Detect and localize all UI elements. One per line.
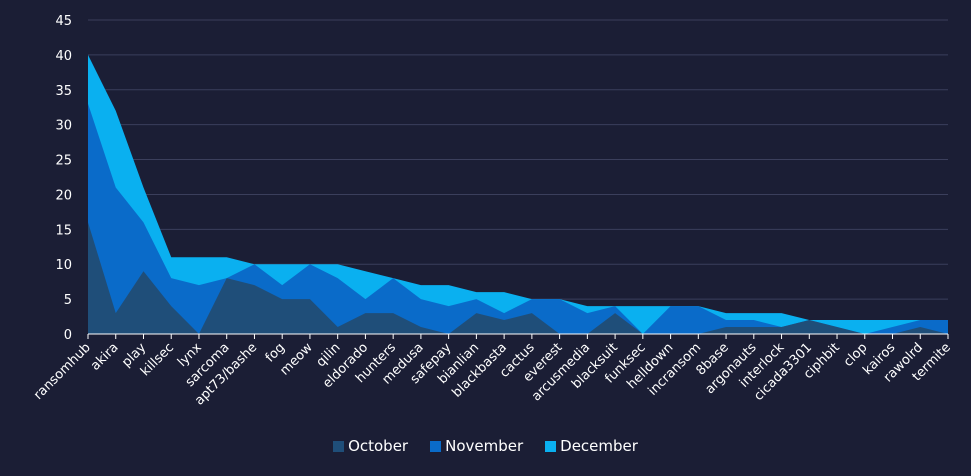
x-tick-label: ransomhub (31, 340, 94, 403)
y-tick-label: 35 (55, 84, 72, 99)
legend-item-november[interactable]: November (430, 437, 523, 455)
area-december[interactable] (88, 54, 948, 334)
y-tick-label: 25 (55, 154, 72, 169)
y-tick-label: 40 (55, 49, 72, 64)
legend-item-october[interactable]: October (333, 437, 408, 455)
area-november[interactable] (88, 103, 948, 334)
y-tick-label: 0 (64, 328, 72, 343)
legend-swatch-october (333, 440, 345, 452)
y-tick-label: 10 (55, 258, 72, 273)
y-tick-label: 15 (55, 223, 72, 238)
legend-label-december: December (560, 437, 638, 455)
y-tick-label: 20 (55, 188, 72, 203)
legend-label-november: November (445, 437, 524, 455)
legend-item-december[interactable]: December (545, 437, 638, 455)
legend-swatch-december (545, 440, 557, 452)
y-tick-label: 5 (64, 293, 72, 308)
legend-label-october: October (348, 437, 409, 455)
y-tick-label: 45 (55, 14, 72, 29)
x-tick-label: akira (88, 340, 122, 374)
y-tick-label: 30 (55, 119, 72, 134)
legend: October November December (0, 437, 971, 455)
legend-swatch-november (430, 440, 442, 452)
x-tick-label: meow (277, 340, 316, 379)
area-october[interactable] (88, 222, 948, 334)
